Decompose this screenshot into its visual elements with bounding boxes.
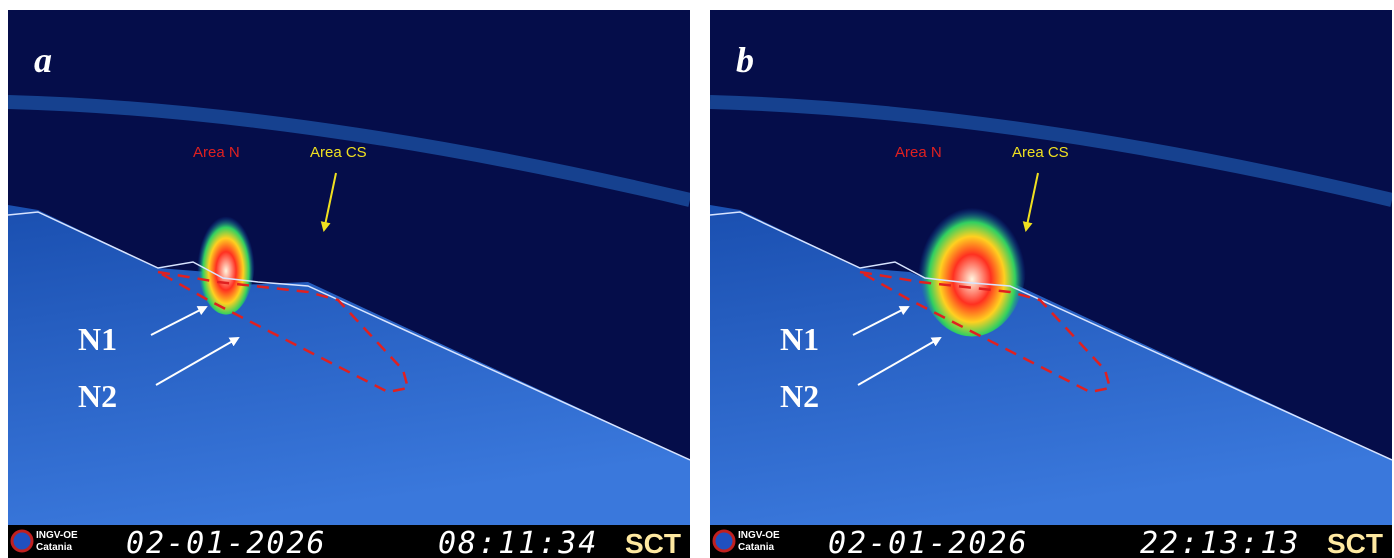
crater-rim (8, 211, 690, 461)
timestamp-bar (8, 525, 690, 558)
logo-text: INGV-OE (738, 530, 780, 541)
area-label: Area CS (310, 144, 367, 161)
date: 02-01-2026 (126, 526, 327, 558)
feature-label: N1 (78, 321, 117, 357)
date: 02-01-2026 (828, 526, 1029, 558)
timestamp-bar (710, 525, 1392, 558)
feature-label: N2 (78, 378, 117, 414)
arrow (857, 337, 942, 386)
area-n-outline (859, 270, 1112, 394)
logo-text: Catania (738, 542, 775, 553)
cloud-band (710, 95, 1392, 207)
feature-label: N1 (780, 321, 819, 357)
arrow (320, 172, 337, 232)
time: 22:13:13 (1140, 526, 1301, 558)
thermal-plume (918, 193, 1026, 337)
arrow (155, 337, 240, 386)
crater-rim (710, 211, 1392, 461)
panel-label: b (736, 40, 754, 80)
cloud-band (8, 95, 690, 207)
timezone: SCT (1327, 528, 1383, 558)
logo-text: INGV-OE (36, 530, 78, 541)
time: 08:11:34 (438, 526, 599, 558)
logo-text: Catania (36, 542, 73, 553)
area-label: Area N (895, 144, 942, 161)
arrow (150, 306, 208, 336)
arrow (852, 306, 910, 336)
timezone: SCT (625, 528, 681, 558)
logo-icon (712, 529, 736, 553)
thermal-plume (197, 205, 255, 315)
area-n-outline (157, 270, 410, 394)
slope (710, 205, 1392, 525)
slope (8, 205, 690, 525)
area-label: Area CS (1012, 144, 1069, 161)
area-label: Area N (193, 144, 240, 161)
logo-icon (10, 529, 34, 553)
arrow (1022, 172, 1039, 232)
feature-label: N2 (780, 378, 819, 414)
panel-label: a (34, 40, 52, 80)
